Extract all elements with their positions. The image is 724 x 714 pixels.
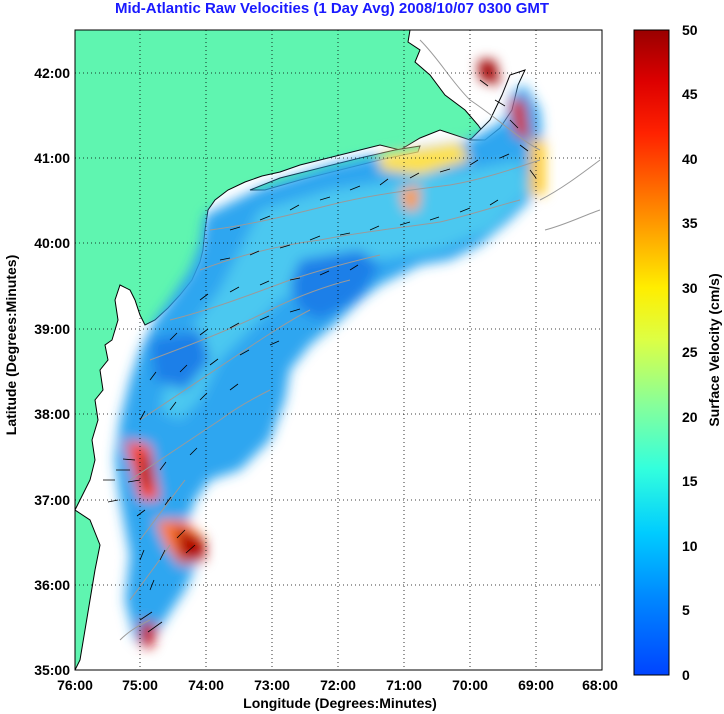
lon-tick: 70:00 [452, 677, 488, 693]
lat-tick: 40:00 [34, 235, 70, 251]
lat-tick: 37:00 [34, 492, 70, 508]
colorbar-tick: 10 [682, 538, 698, 554]
colorbar-tick: 30 [682, 280, 698, 296]
colorbar-tick: 50 [682, 22, 698, 38]
colorbar-tick: 40 [682, 151, 698, 167]
lon-tick: 75:00 [122, 677, 158, 693]
lat-tick: 35:00 [34, 662, 70, 678]
lat-tick-labels: 42:00 41:00 40:00 39:00 38:00 37:00 36:0… [34, 65, 70, 678]
lat-tick: 42:00 [34, 65, 70, 81]
colorbar-tick: 0 [682, 667, 690, 683]
plot-frame [74, 29, 603, 671]
colorbar-label: Surface Velocity (cm/s) [706, 273, 722, 426]
lat-tick: 41:00 [34, 150, 70, 166]
colorbar-tick: 15 [682, 473, 698, 489]
lat-tick: 36:00 [34, 577, 70, 593]
colorbar-tick: 45 [682, 86, 698, 102]
x-axis-label: Longitude (Degrees:Minutes) [243, 695, 437, 711]
lon-tick: 74:00 [188, 677, 224, 693]
y-axis-label: Latitude (Degrees:Minutes) [3, 255, 19, 435]
lon-tick: 73:00 [254, 677, 290, 693]
velocity-arrows [103, 79, 537, 633]
colorbar-tick: 20 [682, 409, 698, 425]
lon-tick: 71:00 [386, 677, 422, 693]
map-title: Mid-Atlantic Raw Velocities (1 Day Avg) … [114, 0, 550, 17]
lat-tick: 39:00 [34, 321, 70, 337]
colorbar-ticks: 50 45 40 35 30 25 20 15 10 5 0 [682, 22, 698, 683]
lon-tick: 69:00 [518, 677, 554, 693]
colorbar-tick: 25 [682, 344, 698, 360]
lon-tick: 68:00 [582, 677, 618, 693]
colorbar-tick: 35 [682, 215, 698, 231]
lon-tick: 72:00 [320, 677, 356, 693]
velocity-field [115, 60, 545, 648]
lon-tick-labels: 76:00 75:00 74:00 73:00 72:00 71:00 70:0… [57, 677, 618, 693]
colorbar-tick: 5 [682, 602, 690, 618]
southern-coast [75, 509, 101, 670]
lon-tick: 76:00 [57, 677, 93, 693]
colorbar [633, 29, 670, 676]
lat-tick: 38:00 [34, 406, 70, 422]
grid-lines [75, 30, 602, 670]
